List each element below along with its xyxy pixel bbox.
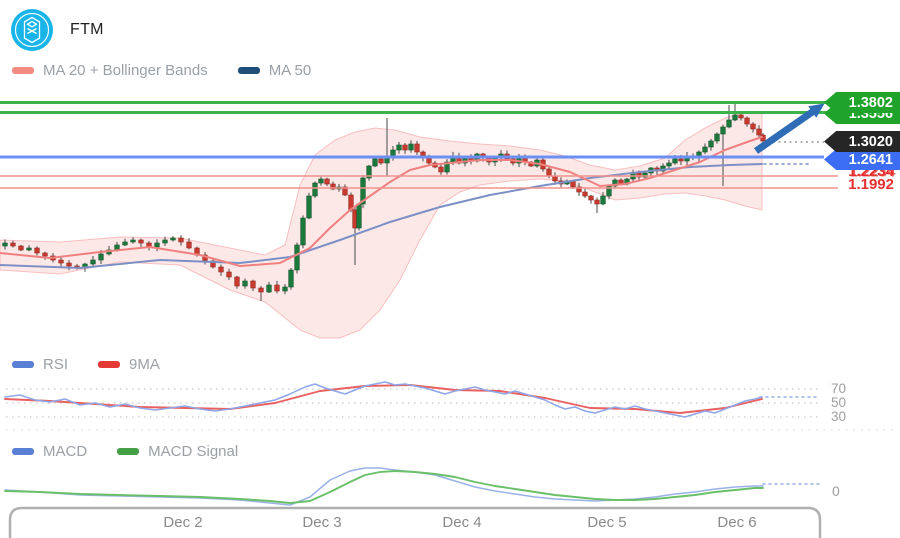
ftm-logo-icon: [11, 9, 53, 51]
macd-scale-0: 0: [832, 483, 840, 499]
rsi-scale-30: 30: [831, 409, 847, 424]
macd-legend-swatch: [12, 448, 34, 455]
legend-9ma-label: 9MA: [129, 356, 160, 373]
legend-macd-signal[interactable]: MACD Signal: [117, 443, 238, 460]
macd-signal-legend-swatch: [117, 448, 140, 455]
legend-ma50[interactable]: MA 50: [237, 62, 312, 79]
legend-rsi-label: RSI: [43, 356, 69, 373]
rsi-legend: RSI 9MA: [12, 356, 160, 373]
x-axis-dec5: Dec 5: [587, 514, 627, 531]
price-tag-current: 1.3020: [824, 131, 900, 152]
rsi-scale-50: 50: [831, 395, 847, 410]
x-axis-dec6: Dec 6: [717, 514, 757, 531]
price-tag-target-upper: 1.3802: [824, 92, 900, 113]
header: FTM: [10, 8, 104, 52]
legend-ma20-label: MA 20 + Bollinger Bands: [43, 62, 208, 79]
legend-ma20-bollinger[interactable]: MA 20 + Bollinger Bands: [12, 62, 208, 79]
rsi-scale-70: 70: [831, 381, 847, 396]
ma50-legend-swatch: [237, 67, 260, 74]
main-legend: MA 20 + Bollinger Bands MA 50: [12, 62, 311, 79]
rsi-legend-swatch: [12, 361, 34, 368]
symbol-title: FTM: [70, 21, 104, 38]
macd-legend: MACD MACD Signal: [12, 443, 238, 460]
price-tag-support-blue: 1.2641: [824, 149, 900, 170]
legend-ma50-label: MA 50: [268, 62, 312, 79]
legend-macd-label: MACD: [43, 443, 88, 460]
x-axis-dec3: Dec 3: [302, 514, 342, 531]
legend-macd[interactable]: MACD: [12, 443, 87, 460]
legend-9ma[interactable]: 9MA: [98, 356, 160, 373]
price-tag-support-red-2: 1.1992: [848, 176, 894, 193]
9ma-legend-swatch: [98, 361, 121, 368]
legend-rsi[interactable]: RSI: [12, 356, 68, 373]
x-axis-dec4: Dec 4: [442, 514, 482, 531]
x-axis-dec2: Dec 2: [163, 514, 203, 531]
legend-macd-signal-label: MACD Signal: [148, 443, 239, 460]
ma20-legend-swatch: [12, 67, 34, 74]
